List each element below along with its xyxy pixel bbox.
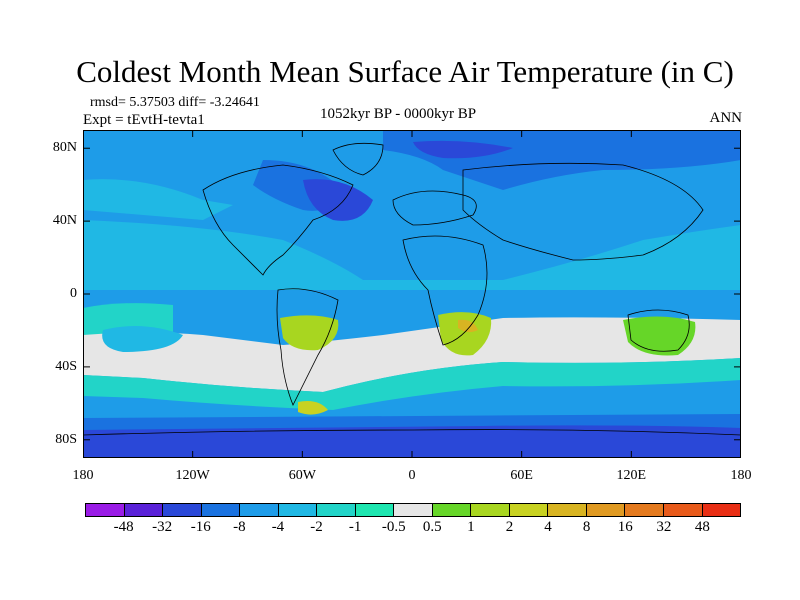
colorbar-label: 16 [617, 519, 633, 535]
lat-tick-label: 80S [55, 431, 77, 447]
lon-tick-label: 120E [616, 468, 647, 483]
map-ticks [83, 130, 741, 458]
coast-north-america [202, 164, 354, 276]
colorbar-cell [86, 504, 125, 516]
colorbar-cell [509, 504, 549, 516]
colorbar-label: -2 [310, 519, 323, 535]
coast-europe [392, 190, 477, 226]
lon-tick-label: 60W [288, 468, 316, 483]
colorbar-label: 1 [467, 519, 475, 535]
colorbar-cell [471, 504, 510, 516]
field-south-america-warm [280, 315, 339, 351]
colorbar-cell [163, 504, 202, 516]
colorbar [85, 503, 741, 517]
field-australia-warm [623, 316, 696, 356]
lat-tick-label: 80N [52, 140, 77, 156]
coast-africa [402, 235, 488, 346]
coastlines [83, 142, 741, 436]
field-north-pacific [83, 179, 233, 220]
field-northern-subtropics [83, 220, 741, 290]
colorbar-label: 8 [582, 519, 591, 535]
temperature-map [83, 130, 741, 458]
coast-australia [627, 309, 690, 352]
lon-tick-label: 0 [408, 468, 416, 483]
lat-tick-label: 40S [55, 358, 77, 374]
experiment-text: Expt = tEvtH-tevta1 [83, 112, 205, 128]
colorbar-label: 2 [505, 519, 514, 535]
colorbar-label: 32 [656, 519, 672, 535]
colorbar-cell [432, 504, 472, 516]
lat-tick-label: 0 [70, 286, 77, 301]
colorbar-cell [663, 504, 703, 516]
colorbar-cell [625, 504, 664, 516]
lon-tick-label: 180 [730, 468, 752, 483]
stats-text: rmsd= 5.37503 diff= -3.24641 [90, 95, 260, 110]
field-africa-hot [458, 319, 478, 333]
field-africa-warm [438, 312, 492, 356]
colorbar-cell [394, 504, 433, 516]
field-band-southern-cyan [83, 358, 741, 410]
colorbar-cell [548, 504, 587, 516]
colorbar-label: -32 [152, 519, 173, 535]
map-panel [83, 130, 741, 458]
season-text: ANN [709, 110, 743, 126]
lon-tick-label: 120W [175, 468, 210, 483]
colorbar-cell [240, 504, 279, 516]
ocean-field [83, 130, 741, 458]
colorbar-label: -4 [271, 519, 285, 535]
lon-tick-label: 180 [72, 468, 94, 483]
colorbar-label: -16 [190, 519, 211, 535]
colorbar-cell [278, 504, 318, 516]
colorbar-cell [586, 504, 626, 516]
colorbar-cell [702, 504, 741, 516]
colorbar-label: -48 [113, 519, 134, 535]
field-antarctic-deep [83, 425, 741, 458]
period-text: 1052kyr BP - 0000kyr BP [320, 106, 477, 122]
field-arctic-deep [413, 140, 513, 159]
colorbar-label: -0.5 [381, 519, 406, 535]
colorbar-cell [124, 504, 164, 516]
field-labrador-cold [303, 179, 373, 221]
field-band-southern-neutral [83, 317, 741, 392]
field-patch-pacific [102, 326, 183, 352]
colorbar-label: 4 [544, 519, 552, 535]
colorbar-label: 0.5 [422, 519, 442, 535]
lon-tick-label: 60E [510, 468, 533, 483]
colorbar-label: -8 [233, 519, 246, 535]
colorbar-cell [201, 504, 241, 516]
coast-south-america [276, 288, 339, 406]
lat-tick-label: 40N [52, 213, 77, 229]
coast-antarctica [83, 429, 741, 436]
coast-greenland [332, 142, 384, 176]
colorbar-cell [317, 504, 356, 516]
colorbar-cell [355, 504, 395, 516]
colorbar-label: 48 [694, 519, 710, 535]
colorbar-label: -1 [348, 519, 362, 535]
map-title: Coldest Month Mean Surface Air Temperatu… [76, 54, 734, 89]
coast-asia [462, 162, 704, 261]
field-patagonia-warm [298, 401, 328, 415]
